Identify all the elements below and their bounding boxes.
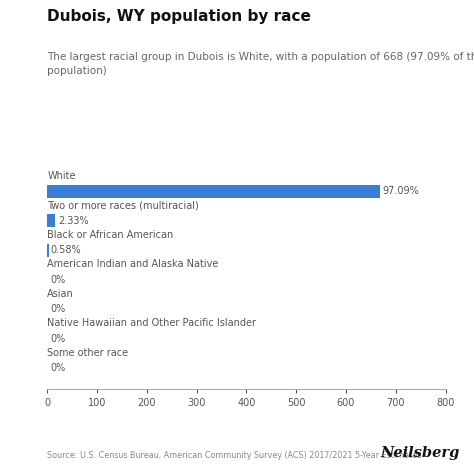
Text: 0%: 0%	[50, 274, 65, 285]
Text: White: White	[47, 171, 76, 181]
Text: 2.33%: 2.33%	[58, 216, 89, 226]
Bar	[47, 185, 380, 198]
Text: 97.09%: 97.09%	[383, 186, 419, 196]
Text: Asian: Asian	[47, 289, 74, 299]
Bar	[47, 244, 49, 257]
Text: Some other race: Some other race	[47, 348, 128, 358]
Text: American Indian and Alaska Native: American Indian and Alaska Native	[47, 259, 219, 270]
Text: 0%: 0%	[50, 363, 65, 373]
Text: Native Hawaiian and Other Pacific Islander: Native Hawaiian and Other Pacific Island…	[47, 319, 256, 328]
Text: The largest racial group in Dubois is White, with a population of 668 (97.09% of: The largest racial group in Dubois is Wh…	[47, 52, 474, 76]
Text: Two or more races (multiracial): Two or more races (multiracial)	[47, 201, 199, 210]
Text: Neilsberg: Neilsberg	[381, 446, 460, 460]
Text: 0%: 0%	[50, 304, 65, 314]
Text: 0.58%: 0.58%	[50, 245, 81, 255]
Text: 0%: 0%	[50, 334, 65, 344]
Text: Dubois, WY population by race: Dubois, WY population by race	[47, 9, 311, 25]
Bar	[47, 214, 55, 228]
Text: Black or African American: Black or African American	[47, 230, 173, 240]
Text: Source: U.S. Census Bureau, American Community Survey (ACS) 2017/2021 5-Year Est: Source: U.S. Census Bureau, American Com…	[47, 451, 422, 460]
